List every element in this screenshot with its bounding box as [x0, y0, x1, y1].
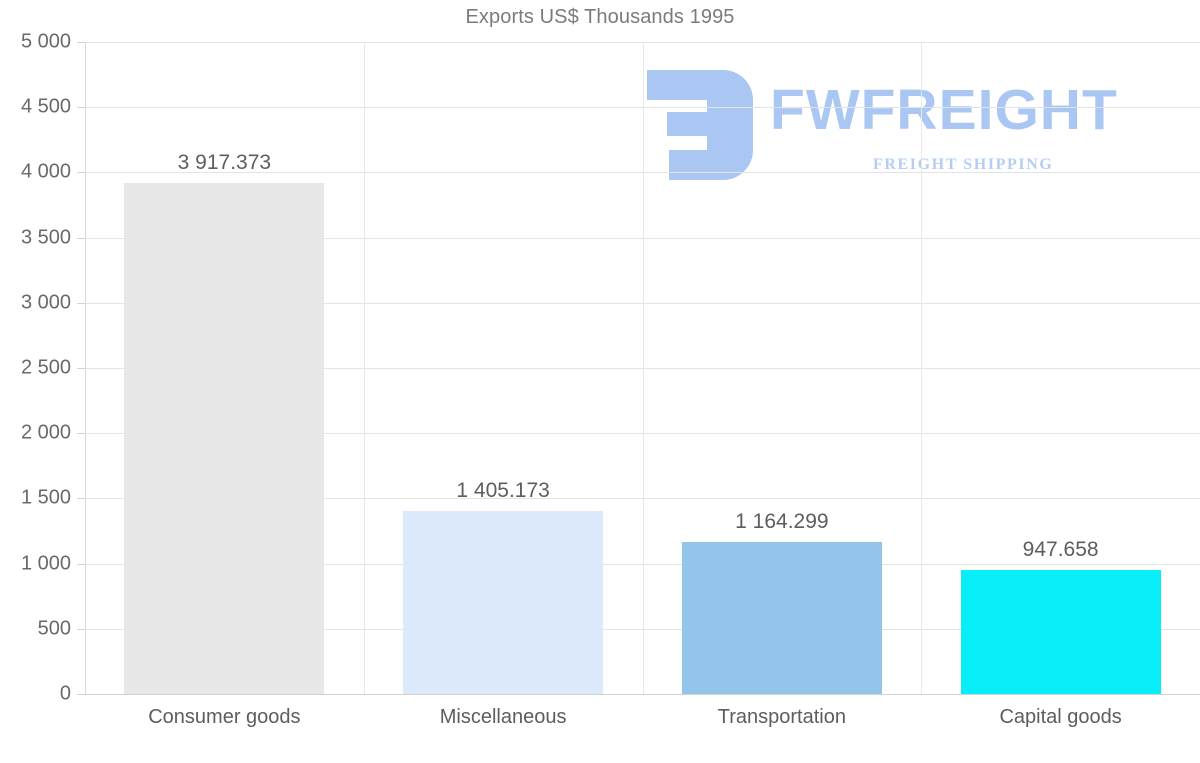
gridline-horizontal — [85, 368, 1200, 369]
y-axis-tick-label: 3 500 — [20, 226, 71, 249]
y-axis-tick-mark — [77, 433, 85, 435]
y-axis-tick-mark — [77, 628, 85, 630]
y-axis-tick-label: 3 000 — [20, 291, 71, 314]
bar[interactable] — [403, 510, 604, 694]
bar[interactable] — [960, 570, 1161, 694]
y-axis-tick-mark — [77, 368, 85, 369]
y-axis-tick-label: 4 500 — [20, 95, 71, 118]
gridline-horizontal — [85, 694, 1200, 695]
bar[interactable] — [124, 183, 325, 694]
y-axis-tick-mark — [77, 302, 85, 304]
bar-value-label: 1 164.299 — [735, 510, 829, 534]
gridline-horizontal — [85, 237, 1200, 239]
gridline-horizontal — [85, 433, 1200, 435]
y-axis-tick-mark — [77, 498, 85, 500]
y-axis-tick-mark — [77, 42, 85, 43]
chart-title: Exports US$ Thousands 1995 — [465, 6, 735, 28]
y-axis-tick-label: 4 000 — [20, 160, 71, 183]
y-axis-tick-mark — [77, 172, 85, 174]
y-axis-tick-mark — [77, 694, 85, 695]
y-axis-tick-mark — [77, 107, 85, 109]
x-axis-tick-label: Miscellaneous — [439, 706, 567, 728]
y-axis-tick-label: 5 000 — [20, 30, 71, 53]
gridline-horizontal — [85, 107, 1200, 109]
x-axis-tick-label: Capital goods — [999, 706, 1122, 728]
y-axis-tick-label: 0 — [59, 682, 71, 705]
gridline-vertical — [643, 42, 644, 694]
y-axis-tick-mark — [77, 563, 85, 565]
gridline-horizontal — [85, 563, 1200, 565]
bar-value-label: 3 917.373 — [177, 151, 272, 175]
y-axis-tick-label: 2 500 — [20, 356, 71, 379]
bar-value-label: 1 405.173 — [456, 478, 550, 502]
gridline-horizontal — [85, 628, 1200, 630]
bar-value-label: 947.658 — [1022, 538, 1099, 562]
y-axis-tick-mark — [77, 237, 85, 239]
y-axis-tick-label: 2 000 — [20, 421, 71, 444]
y-axis-tick-label: 500 — [37, 617, 71, 640]
bar[interactable] — [681, 542, 882, 694]
gridline-vertical — [364, 42, 365, 694]
gridline-horizontal — [85, 302, 1200, 304]
x-axis-tick-label: Consumer goods — [148, 706, 301, 728]
gridline-horizontal — [85, 498, 1200, 500]
gridline-horizontal — [85, 42, 1200, 43]
y-axis-tick-label: 1 000 — [20, 552, 71, 575]
gridline-vertical — [921, 42, 922, 694]
plot-area — [85, 42, 1200, 695]
x-axis-tick-label: Transportation — [717, 706, 846, 728]
gridline-horizontal — [85, 172, 1200, 174]
y-axis-tick-label: 1 500 — [20, 486, 71, 509]
